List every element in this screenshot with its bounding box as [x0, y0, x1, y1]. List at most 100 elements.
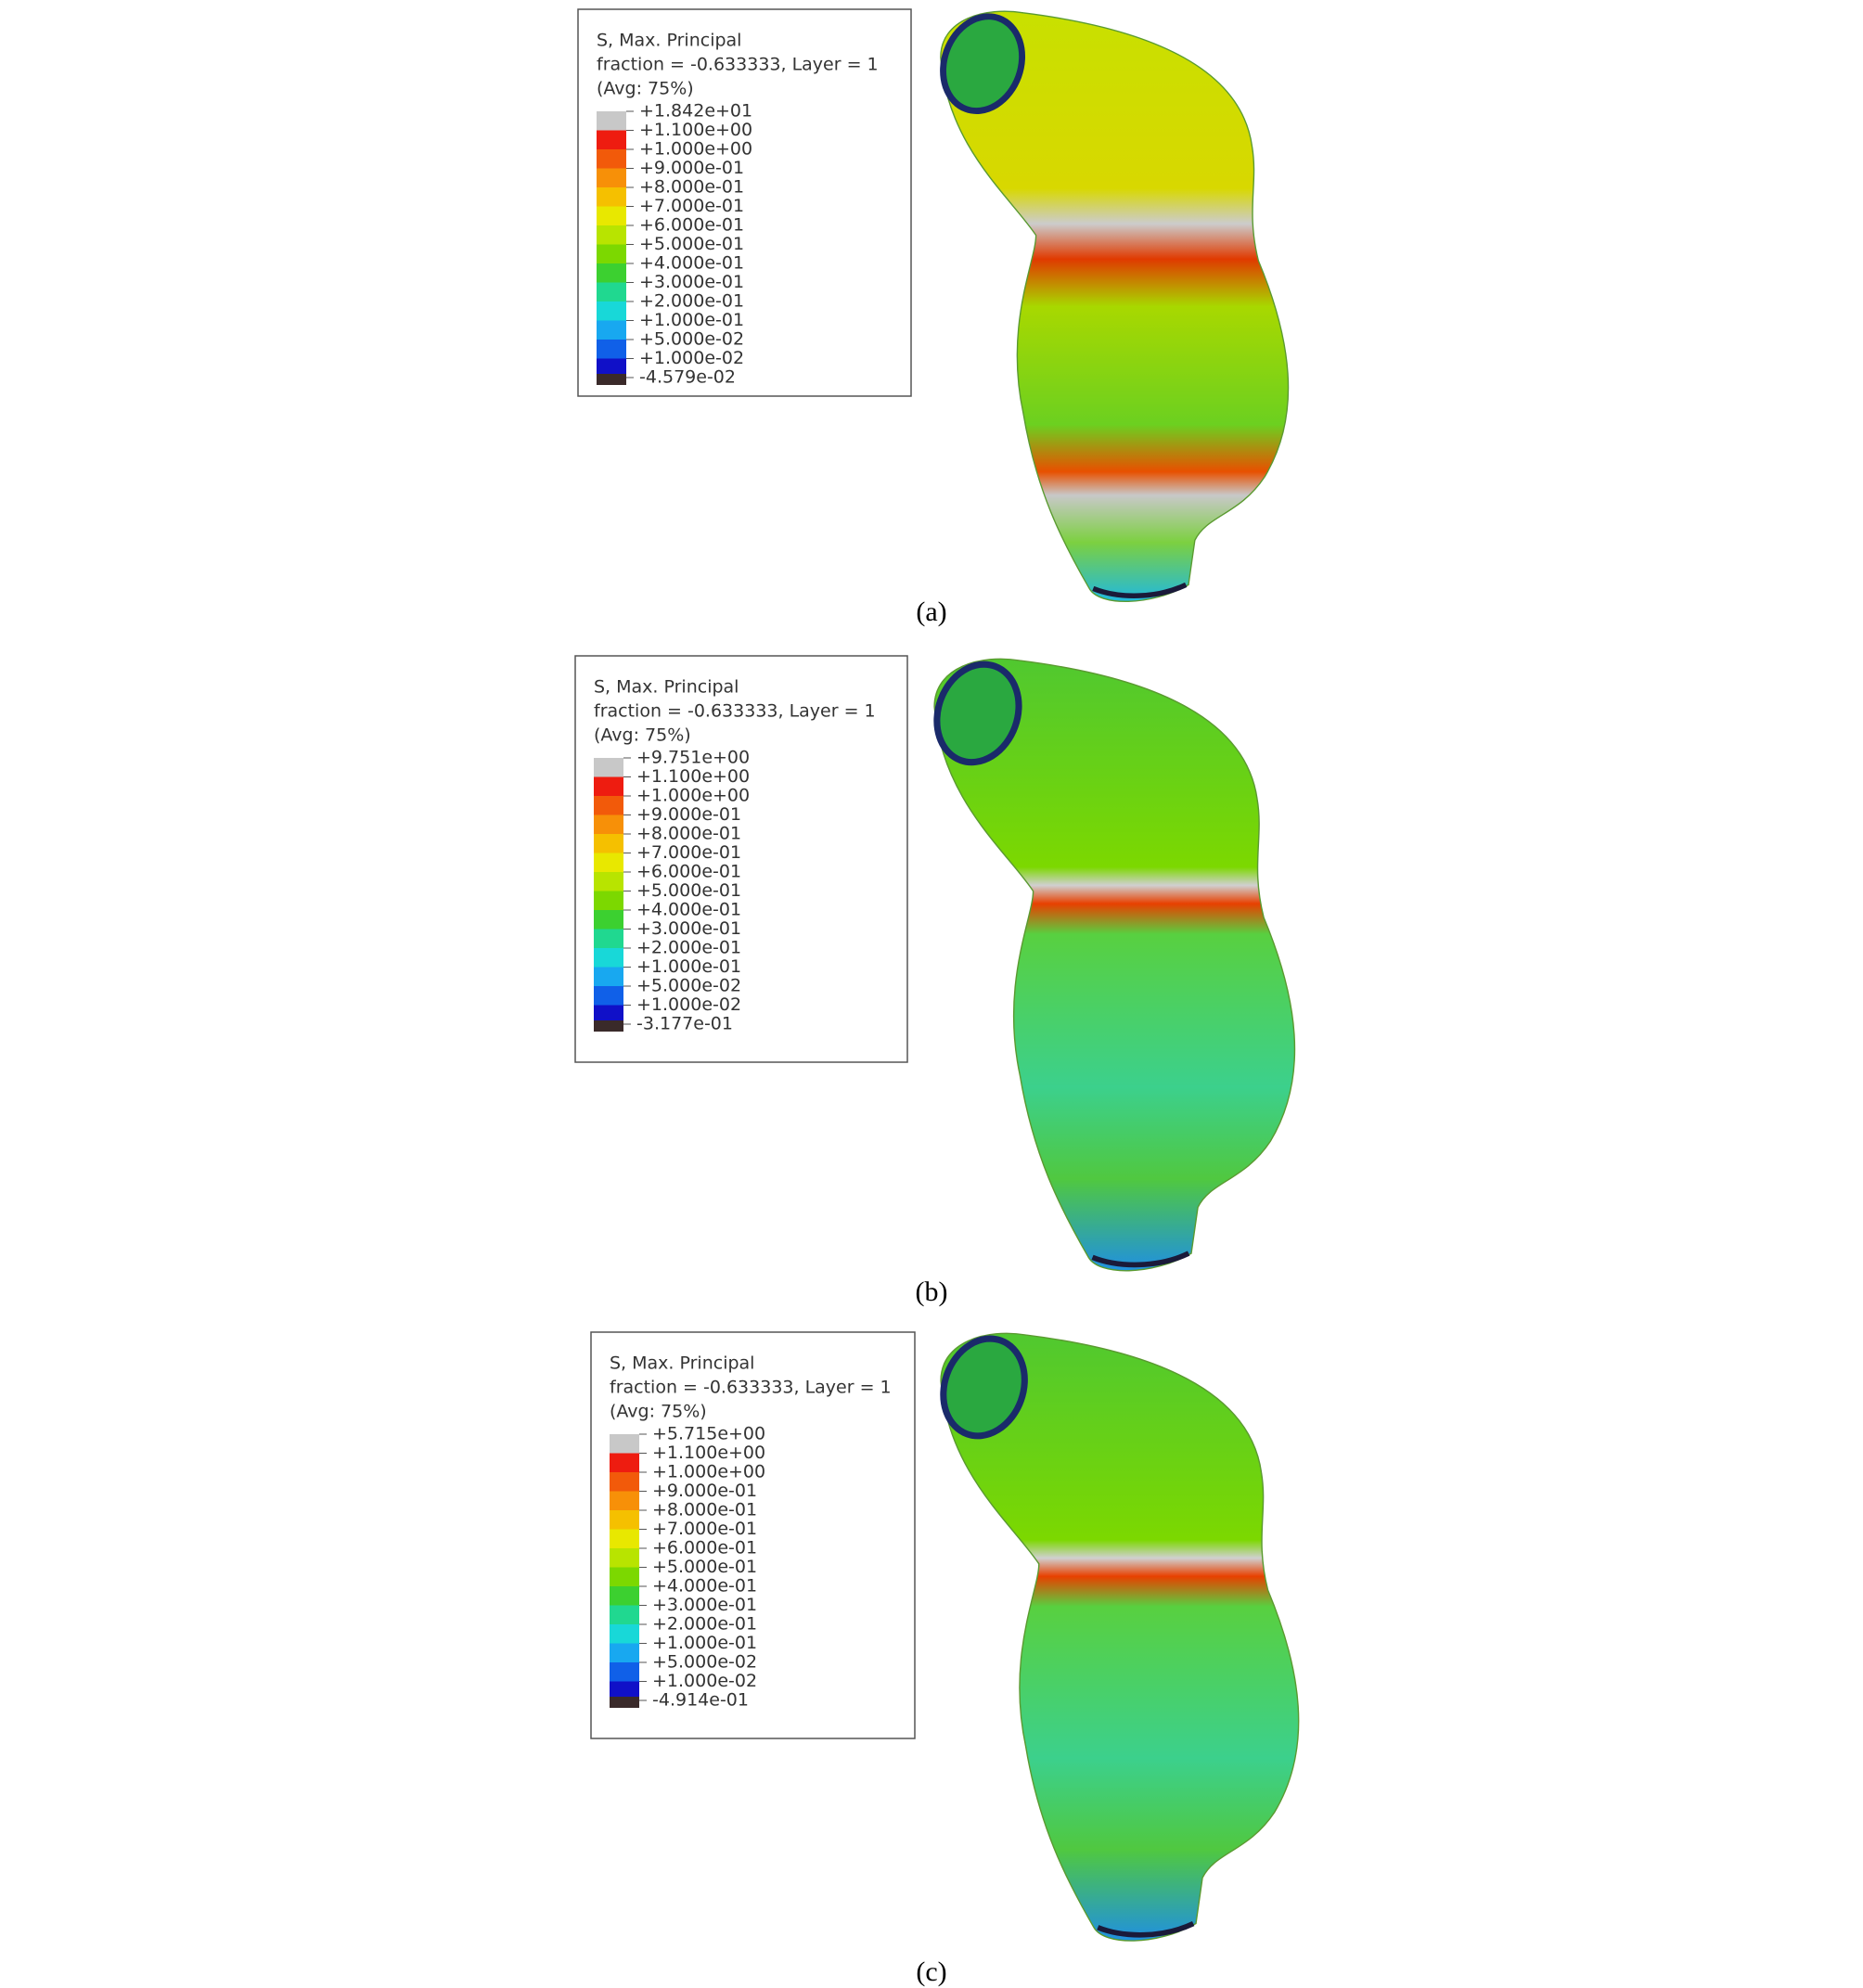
legend-swatch: [610, 1697, 639, 1708]
legend-label: +9.751e+00: [636, 748, 750, 768]
legend-label: +7.000e-01: [636, 842, 741, 863]
model-opening: [940, 1335, 1028, 1440]
legend-label: +1.100e+00: [639, 120, 752, 140]
panel: S, Max. Principal fraction = -0.633333, L…: [574, 655, 1296, 1307]
legend-swatch: [597, 111, 626, 131]
legend-label: +1.000e-01: [639, 310, 744, 330]
legend-swatch: [594, 796, 623, 815]
legend-label: +2.000e-01: [636, 938, 741, 958]
model-surface: [940, 10, 1290, 603]
legend-swatch: [610, 1605, 639, 1624]
legend-label: +9.000e-01: [652, 1481, 757, 1501]
legend-title: fraction = -0.633333, Layer = 1: [610, 1378, 892, 1398]
legend-swatch: [597, 206, 626, 225]
model-surface: [940, 1332, 1300, 1942]
legend-label: +4.000e-01: [636, 900, 741, 920]
legend-label: -4.914e-01: [652, 1690, 749, 1711]
legend-label: +1.000e+00: [636, 786, 750, 806]
legend-label: +1.100e+00: [652, 1443, 765, 1463]
legend-label: +3.000e-01: [639, 272, 744, 292]
legend-swatch: [597, 168, 626, 187]
legend-title: (Avg: 75%): [597, 79, 694, 99]
legend-swatch: [597, 374, 626, 385]
legend-swatch: [610, 1491, 639, 1510]
legend-swatch: [610, 1510, 639, 1530]
legend-swatch: [597, 320, 626, 340]
legend-title: S, Max. Principal: [610, 1353, 754, 1374]
legend-swatch: [597, 282, 626, 301]
legend-swatch: [597, 187, 626, 207]
legend-label: +5.000e-02: [636, 976, 741, 996]
legend-title: (Avg: 75%): [610, 1402, 707, 1422]
legend-swatch: [594, 910, 623, 930]
legend-label: +5.000e-01: [639, 234, 744, 254]
legend-label: -4.579e-02: [639, 367, 736, 388]
legend-label: +5.715e+00: [652, 1424, 765, 1444]
legend-label: +4.000e-01: [639, 253, 744, 274]
legend-swatch: [597, 340, 626, 359]
panel: S, Max. Principal fraction = -0.633333, L…: [577, 8, 1290, 627]
legend-swatch: [610, 1567, 639, 1586]
legend-swatch: [594, 758, 623, 777]
legend-swatch: [610, 1586, 639, 1606]
legend-label: +1.100e+00: [636, 766, 750, 787]
legend-label: +5.000e-02: [652, 1652, 757, 1673]
legend-label: +1.000e+00: [639, 139, 752, 160]
caption: (b): [916, 1276, 948, 1307]
legend-swatch: [597, 130, 626, 149]
model-opening: [940, 13, 1026, 114]
legend-swatch: [610, 1472, 639, 1492]
legend-swatch: [610, 1434, 639, 1454]
model-opening: [933, 661, 1022, 766]
legend-swatch: [594, 891, 623, 910]
legend-label: +4.000e-01: [652, 1576, 757, 1597]
legend-title: S, Max. Principal: [594, 677, 739, 698]
contour-model: [933, 658, 1296, 1272]
legend-label: +3.000e-01: [652, 1595, 757, 1615]
contour-model: [940, 10, 1290, 603]
legend-swatch: [594, 834, 623, 853]
legend-label: +3.000e-01: [636, 918, 741, 939]
legend-swatch: [597, 225, 626, 245]
legend-title: (Avg: 75%): [594, 725, 691, 746]
model-outlet: [1092, 582, 1188, 598]
legend-swatch: [594, 814, 623, 834]
model-surface: [933, 658, 1296, 1272]
legend-label: +8.000e-01: [652, 1500, 757, 1520]
legend-label: +2.000e-01: [652, 1614, 757, 1635]
model-outlet: [1097, 1920, 1195, 1938]
legend-label: +1.000e-01: [636, 956, 741, 977]
caption: (a): [916, 596, 946, 627]
panels: S, Max. Principal fraction = -0.633333, L…: [574, 8, 1300, 1987]
legend-swatch: [597, 244, 626, 263]
legend-swatch: [594, 872, 623, 891]
legend-swatch: [610, 1681, 639, 1700]
legend-label: +8.000e-01: [639, 177, 744, 198]
legend-swatch: [594, 986, 623, 1006]
legend-title: fraction = -0.633333, Layer = 1: [594, 701, 876, 722]
legend-swatch: [597, 301, 626, 321]
legend-label: +1.000e-01: [652, 1633, 757, 1653]
legend-label: +9.000e-01: [636, 804, 741, 825]
legend-label: +1.000e-02: [652, 1671, 757, 1691]
legend-swatch: [610, 1643, 639, 1662]
legend-label: +6.000e-01: [652, 1538, 757, 1558]
legend-swatch: [594, 929, 623, 948]
legend-swatch: [610, 1453, 639, 1472]
legend-label: +6.000e-01: [639, 215, 744, 236]
legend-swatch: [594, 853, 623, 872]
legend-label: +2.000e-01: [639, 291, 744, 312]
legend-label: +7.000e-01: [639, 196, 744, 216]
legend-box: [574, 655, 908, 1063]
legend-label: +1.000e+00: [652, 1462, 765, 1482]
contour-model: [940, 1332, 1300, 1942]
legend-swatch: [594, 948, 623, 968]
legend-swatch: [610, 1662, 639, 1682]
caption: (c): [916, 1956, 946, 1987]
model-outlet: [1091, 1251, 1190, 1268]
legend-label: +1.000e-02: [639, 348, 744, 368]
legend-box: [577, 8, 912, 397]
